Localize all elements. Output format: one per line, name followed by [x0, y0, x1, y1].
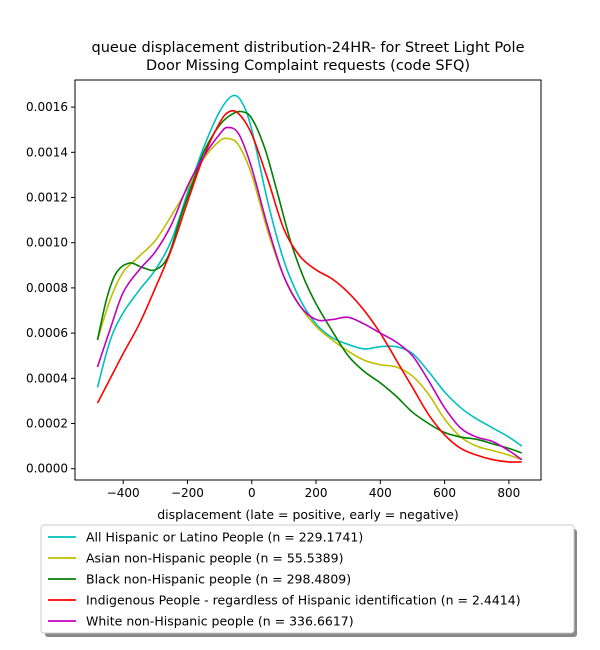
y-tick-label: 0.0000	[26, 462, 68, 476]
chart-title-line-1: queue displacement distribution-24HR- fo…	[92, 40, 525, 56]
legend-label-2: Black non-Hispanic people (n = 298.4809)	[86, 572, 351, 587]
x-tick-label: −400	[107, 486, 140, 500]
x-tick-label: 800	[497, 486, 520, 500]
legend-box	[40, 524, 575, 634]
x-tick-label: 600	[433, 486, 456, 500]
plot-frame	[74, 79, 542, 481]
y-tick-label: 0.0008	[26, 281, 68, 295]
legend-label-0: All Hispanic or Latino People (n = 229.1…	[86, 530, 363, 545]
legend-label-4: White non-Hispanic people (n = 336.6617)	[86, 614, 354, 629]
y-tick-label: 0.0002	[26, 417, 68, 431]
y-tick-label: 0.0004	[26, 371, 68, 385]
plot-area	[96, 94, 523, 463]
series-line-2	[96, 110, 522, 454]
legend-label-3: Indigenous People - regardless of Hispan…	[86, 593, 521, 608]
x-tick-label: −200	[171, 486, 204, 500]
legend-label-1: Asian non-Hispanic people (n = 55.5389)	[86, 551, 343, 566]
series-line-4	[96, 126, 523, 461]
legend: All Hispanic or Latino People (n = 229.1…	[40, 524, 577, 637]
x-tick-label: 200	[305, 486, 328, 500]
chart-title-line-2: Door Missing Complaint requests (code SF…	[146, 58, 470, 74]
x-tick-label: 0	[248, 486, 256, 500]
y-tick-label: 0.0006	[26, 326, 68, 340]
y-tick-label: 0.0010	[26, 236, 68, 250]
y-tick-label: 0.0012	[26, 191, 68, 205]
y-tick-label: 0.0016	[26, 100, 68, 114]
y-axis-ticks: 0.0000 0.0002 0.0004 0.0006 0.0008 0.0010 0.00…	[26, 100, 75, 476]
x-axis-label: displacement (late = positive, early = n…	[157, 507, 459, 522]
series-line-0	[96, 94, 523, 447]
y-tick-label: 0.0014	[26, 145, 68, 159]
x-tick-label: 400	[369, 486, 392, 500]
series-line-3	[96, 109, 522, 463]
x-axis-ticks: −400 −200 0 200 400 600 800	[107, 480, 520, 500]
